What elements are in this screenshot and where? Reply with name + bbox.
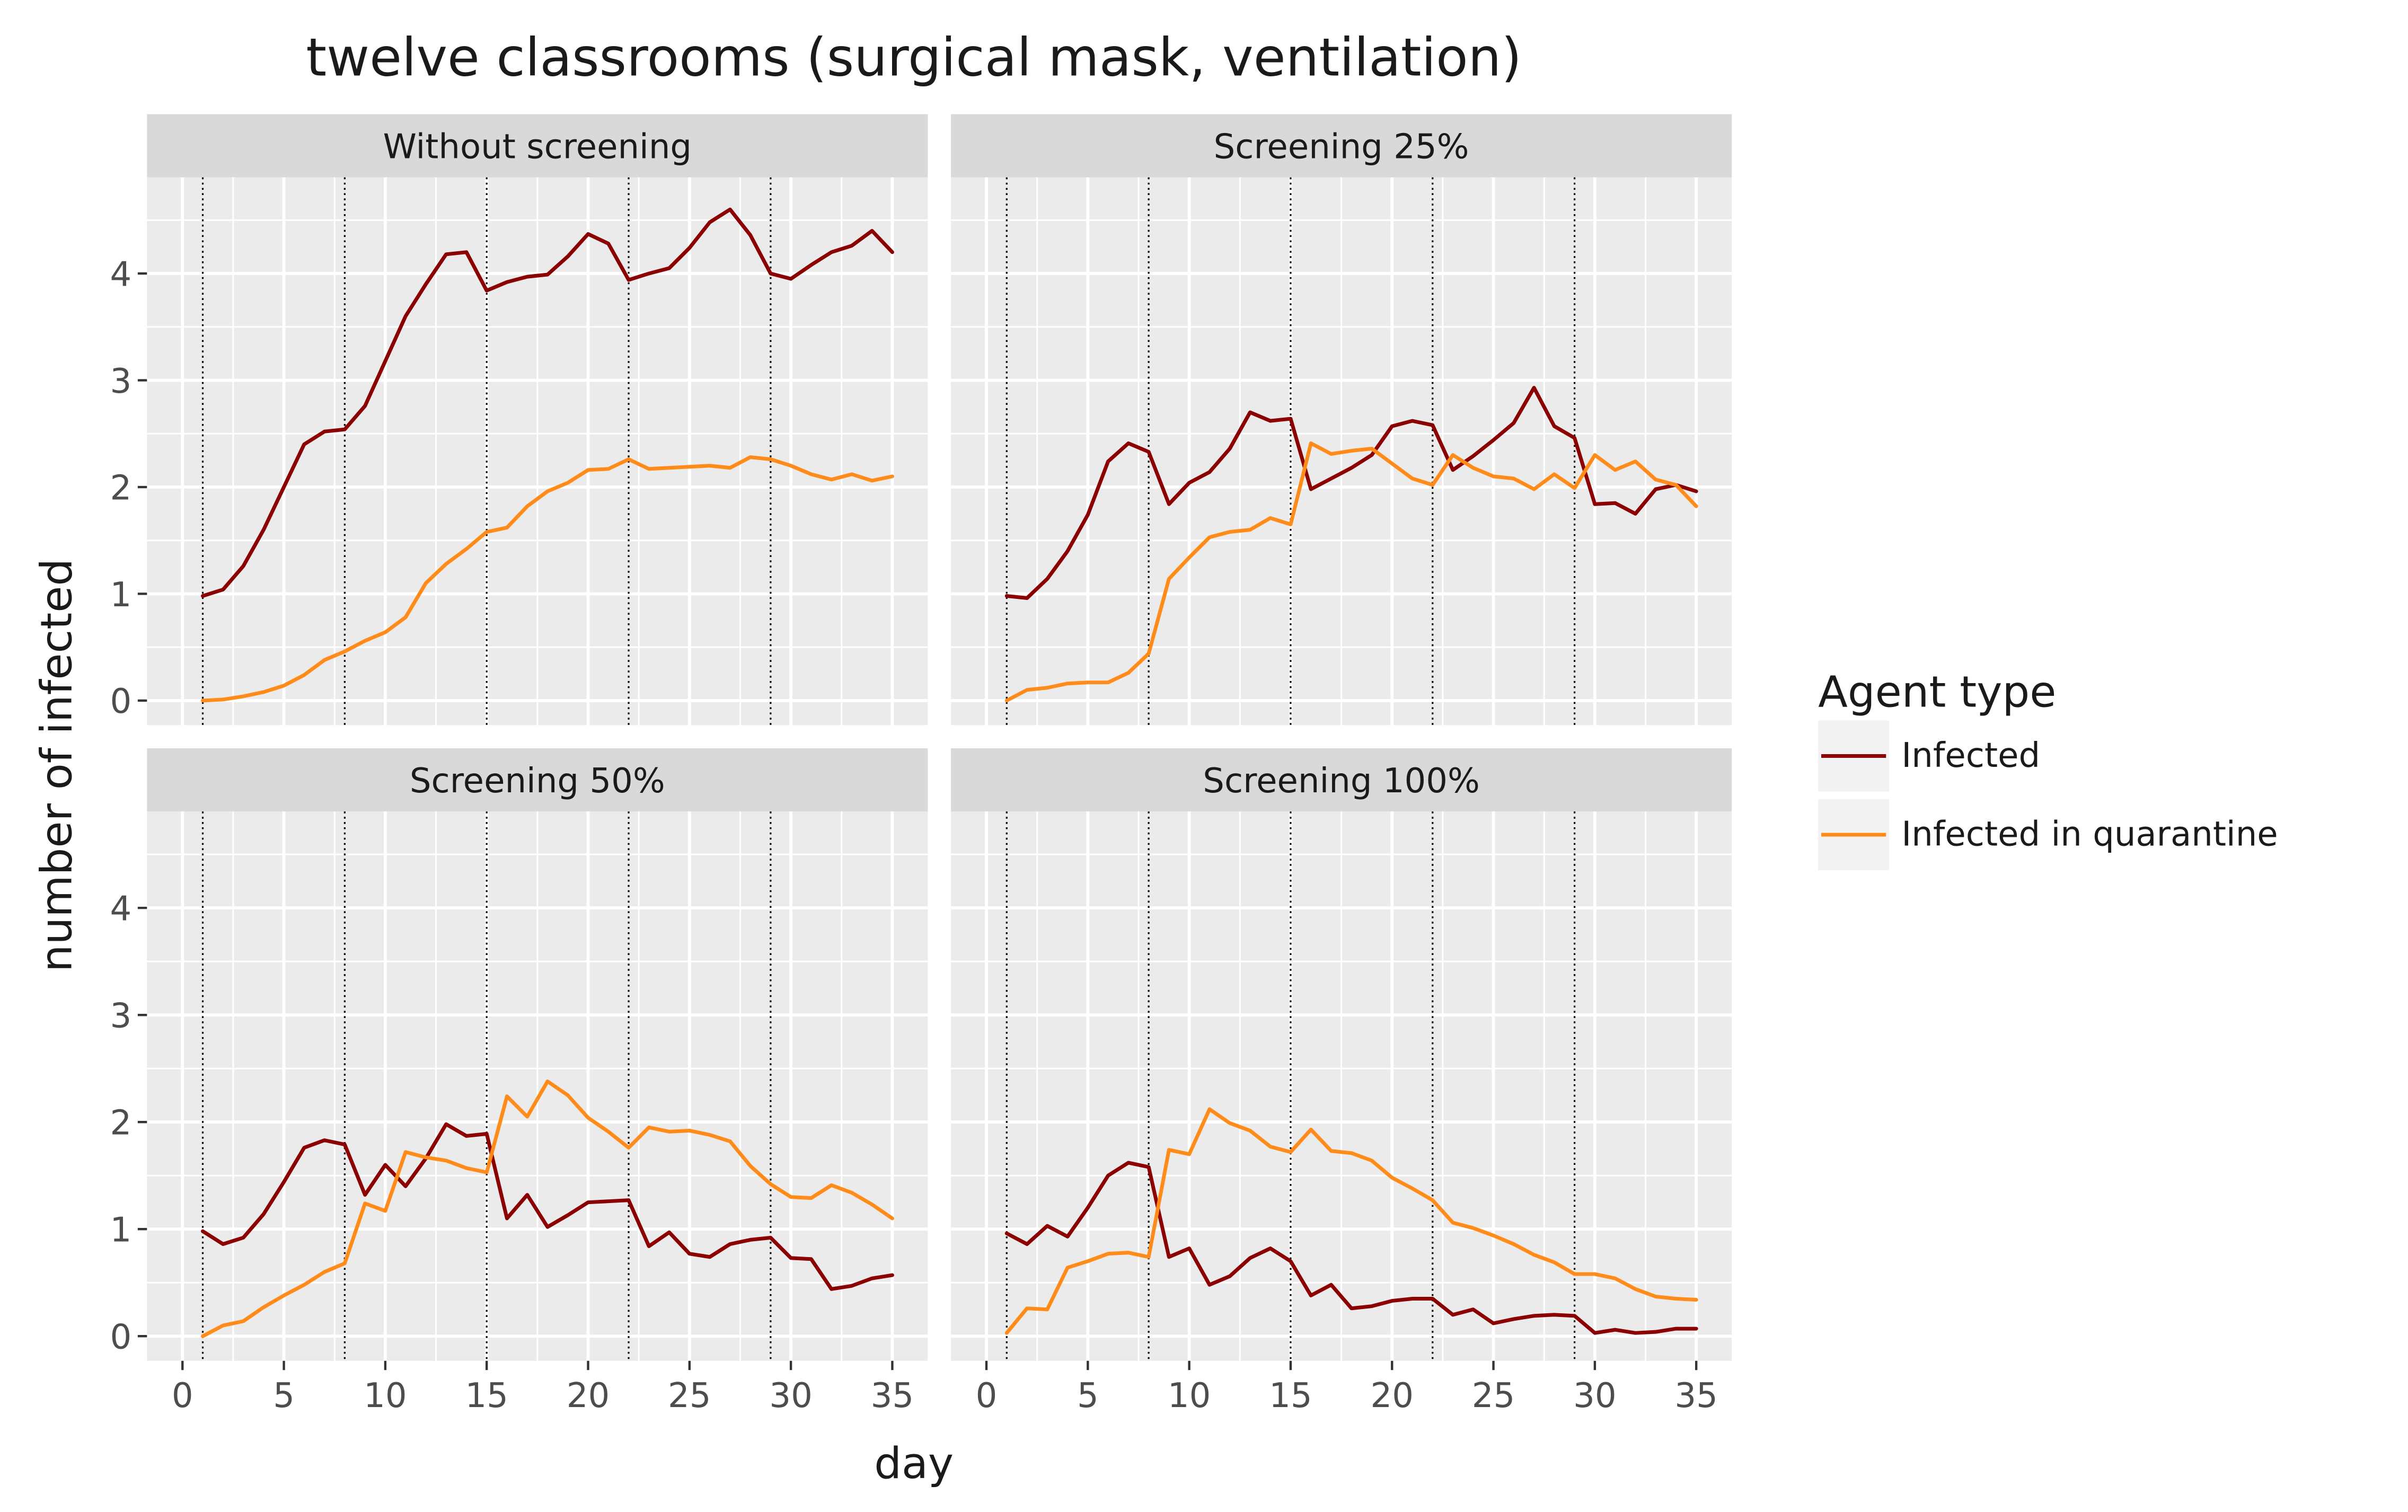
panel-4-x-tick-label: 10 xyxy=(1168,1376,1211,1416)
panel-1-strip xyxy=(147,114,928,178)
panel-4-strip-label: Screening 100% xyxy=(1203,762,1480,801)
panel-2-strip xyxy=(951,114,1732,178)
facet-panels: Without screening 0 1 2 3 4 Screening 25% Scree… xyxy=(110,114,1732,1416)
panel-2-series-quarantine-line xyxy=(1004,441,1698,703)
panel-2-series-infected-line xyxy=(1004,386,1698,600)
panel-4: Screening 100% 0 5 10 15 20 25 30 35 xyxy=(951,748,1732,1416)
panel-1-y-tick-label: 4 xyxy=(110,255,131,294)
panel-3-y-tick-label: 3 xyxy=(110,996,131,1036)
panel-4-strip xyxy=(951,748,1732,812)
panel-2-strip-label: Screening 25% xyxy=(1214,127,1469,166)
panel-4-series-infected-line xyxy=(1004,1161,1698,1335)
panel-3-series-infected-line xyxy=(201,1122,894,1291)
panel-3-x-tick-label: 10 xyxy=(364,1376,407,1416)
legend-item-quarantine: Infected in quarantine xyxy=(1818,799,2278,870)
panel-3-x-tick-label: 5 xyxy=(273,1376,295,1416)
panel-4-x-tick-label: 25 xyxy=(1472,1376,1515,1416)
panel-3-x-tick-label: 15 xyxy=(465,1376,508,1416)
panel-4-x-tick-label: 0 xyxy=(976,1376,998,1416)
panel-1-y-tick-label: 1 xyxy=(110,576,131,615)
panel-3: Screening 50% 0 1 2 3 4 0 5 10 15 20 25 30 35 xyxy=(110,748,928,1416)
panel-3-y-tick-label: 0 xyxy=(110,1318,131,1357)
panel-1-y-tick-label: 3 xyxy=(110,362,131,401)
panel-4-x-tick-label: 20 xyxy=(1371,1376,1414,1416)
x-axis-title: day xyxy=(874,1438,954,1489)
panel-3-series-quarantine-line xyxy=(201,1079,894,1338)
panel-3-x-tick-label: 35 xyxy=(871,1376,914,1416)
legend-title: Agent type xyxy=(1818,667,2056,717)
panel-4-x-tick-label: 35 xyxy=(1674,1376,1717,1416)
legend-item-infected: Infected xyxy=(1818,720,2040,792)
panel-1-series-quarantine-line xyxy=(201,455,894,703)
y-axis-title: number of infected xyxy=(32,559,82,972)
panel-1: Without screening 0 1 2 3 4 xyxy=(110,114,928,726)
legend: Agent type Infected Infected in quaranti… xyxy=(1818,667,2278,870)
panel-1-y-tick-label: 2 xyxy=(110,468,131,508)
legend-label-infected: Infected xyxy=(1901,736,2040,775)
panel-3-x-tick-label: 30 xyxy=(769,1376,812,1416)
panel-4-series-quarantine-line xyxy=(1004,1107,1698,1335)
panel-3-y-tick-label: 4 xyxy=(110,889,131,929)
panel-1-series-infected-line xyxy=(201,207,894,598)
panel-4-x-tick-label: 15 xyxy=(1269,1376,1312,1416)
panel-4-x-tick-label: 5 xyxy=(1077,1376,1099,1416)
panel-1-y-tick-label: 0 xyxy=(110,682,131,721)
panel-2: Screening 25% xyxy=(951,114,1732,726)
panel-3-y-tick-label: 1 xyxy=(110,1210,131,1250)
panel-3-y-tick-label: 2 xyxy=(110,1103,131,1143)
panel-3-strip-label: Screening 50% xyxy=(410,762,665,801)
legend-label-quarantine: Infected in quarantine xyxy=(1901,815,2278,854)
chart-title: twelve classrooms (surgical mask, ventil… xyxy=(306,28,1522,89)
panel-3-x-tick-label: 0 xyxy=(172,1376,193,1416)
panel-3-strip xyxy=(147,748,928,812)
panel-1-strip-label: Without screening xyxy=(383,127,692,166)
panel-3-x-tick-label: 25 xyxy=(668,1376,711,1416)
panel-3-x-tick-label: 20 xyxy=(567,1376,610,1416)
panel-4-x-tick-label: 30 xyxy=(1573,1376,1616,1416)
